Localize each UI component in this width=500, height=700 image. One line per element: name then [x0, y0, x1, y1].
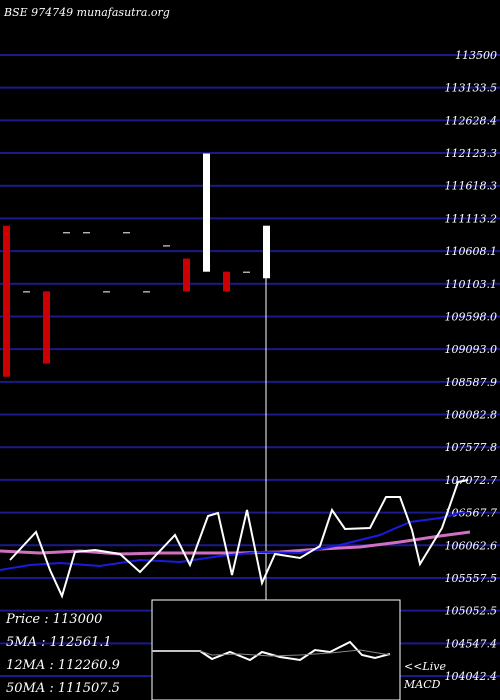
- y-tick-label: 113133.5: [445, 82, 498, 95]
- y-tick-label: 106062.6: [445, 539, 498, 552]
- y-tick-label: 108082.8: [445, 409, 498, 422]
- candle: [243, 271, 250, 273]
- candle: [43, 291, 50, 364]
- y-tick-label: 111113.2: [445, 212, 498, 225]
- candle: [223, 271, 230, 292]
- candle: [63, 232, 70, 234]
- ma-long-line: [0, 530, 471, 556]
- y-tick-label: 110103.1: [445, 278, 498, 291]
- y-tick-label: 106567.7: [445, 507, 498, 520]
- y-tick-label: 113500: [455, 49, 497, 62]
- ma-mid-line: [0, 511, 466, 571]
- candle: [183, 258, 190, 292]
- y-tick-label: 105557.5: [445, 572, 498, 585]
- macd-line: [152, 640, 391, 662]
- candle: [203, 153, 210, 272]
- candle: [163, 245, 170, 247]
- y-tick-label: 112628.4: [445, 114, 498, 127]
- grid-lines: [0, 54, 500, 677]
- candle: [83, 232, 90, 234]
- y-tick-label: 107577.8: [445, 441, 498, 454]
- y-tick-label: 108587.9: [445, 376, 498, 389]
- y-tick-label: 112123.3: [445, 147, 498, 160]
- y-tick-label: 109093.0: [445, 343, 498, 356]
- macd-signal-line: [152, 649, 391, 657]
- y-tick-label: 111618.3: [445, 180, 498, 193]
- moving-average-lines: [0, 479, 471, 599]
- y-tick-label: 104042.4: [445, 670, 498, 683]
- y-tick-label: 107072.7: [445, 474, 498, 487]
- candle: [3, 225, 10, 377]
- y-tick-label: 105052.5: [445, 605, 498, 618]
- y-tick-label: 110608.1: [445, 245, 498, 258]
- y-tick-label: 104547.4: [445, 637, 498, 650]
- candle: [143, 291, 150, 293]
- candle: [23, 291, 30, 293]
- candle: [123, 232, 130, 234]
- y-tick-label: 109598.0: [445, 310, 498, 323]
- price-line: [9, 479, 469, 599]
- macd-lines: [152, 640, 391, 662]
- y-axis-labels: 113500 113133.5 112628.4 112123.3 111618.3 11…: [445, 49, 498, 683]
- candle: [103, 291, 110, 293]
